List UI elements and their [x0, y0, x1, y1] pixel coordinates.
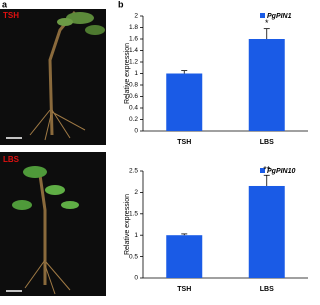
- legend-swatch: [260, 13, 265, 18]
- x-tick-label: TSH: [177, 286, 191, 293]
- y-tick-label: 0.4: [129, 105, 138, 112]
- y-tick-label: 0.5: [129, 253, 138, 260]
- y-axis-label: Relative expression: [124, 43, 131, 104]
- bar: [248, 185, 285, 278]
- x-tick-label: LBS: [260, 286, 274, 293]
- bar: [248, 39, 285, 131]
- y-tick-label: 1.4: [129, 47, 138, 54]
- x-tick-label: TSH: [177, 139, 191, 146]
- y-tick-label: 1: [134, 70, 138, 77]
- y-tick-label: 2.5: [129, 168, 138, 175]
- y-tick-label: 2: [134, 13, 138, 20]
- photo-label: LBS: [3, 155, 20, 164]
- y-tick-label: 1.6: [129, 36, 138, 43]
- y-tick-label: 0: [134, 128, 138, 135]
- panel-label: b: [118, 0, 124, 9]
- legend-swatch: [260, 168, 265, 173]
- y-tick-label: 0.8: [129, 82, 138, 89]
- photo: [0, 9, 106, 145]
- y-tick-label: 0: [134, 275, 138, 282]
- y-tick-label: 1.8: [129, 24, 138, 31]
- photo: [0, 152, 106, 296]
- bar: [166, 73, 203, 131]
- figure: a b TSH LBS 00.20.40.60.811.21.41.61.82R…: [0, 0, 308, 296]
- y-tick-label: 1.5: [129, 211, 138, 218]
- bar: [166, 235, 203, 278]
- significance: *: [265, 18, 269, 28]
- y-tick-label: 0.2: [129, 116, 138, 123]
- y-tick-label: 0.6: [129, 93, 138, 100]
- x-tick-label: LBS: [260, 139, 274, 146]
- legend-label: PgPIN1: [267, 13, 292, 20]
- y-tick-label: 1.2: [129, 59, 138, 66]
- significance: **: [263, 165, 271, 175]
- legend-label: PgPIN10: [267, 168, 296, 175]
- y-axis-label: Relative expression: [124, 194, 131, 255]
- y-tick-label: 1: [134, 232, 138, 239]
- photo-label: TSH: [3, 11, 19, 20]
- panel-label: a: [2, 0, 8, 9]
- y-tick-label: 2: [134, 189, 138, 196]
